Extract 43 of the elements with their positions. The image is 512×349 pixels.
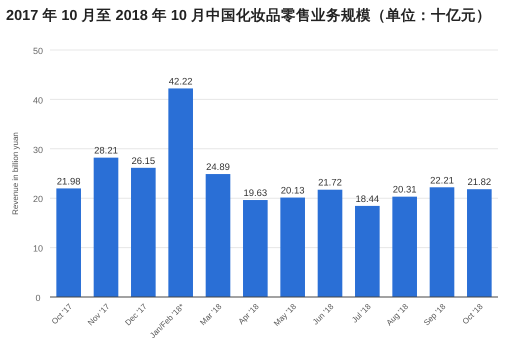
y-tick-label: 0 <box>35 293 41 303</box>
x-tick-label: Nov '17 <box>86 302 112 328</box>
x-tick-label: Apr '18 <box>236 302 262 326</box>
x-tick-label: Oct '17 <box>50 302 74 326</box>
bar <box>56 188 81 297</box>
data-label: 26.15 <box>131 156 156 167</box>
chart-title: 2017 年 10 月至 2018 年 10 月中国化妆品零售业务规模（单位：十亿元） <box>6 7 491 24</box>
data-label: 18.44 <box>355 194 380 205</box>
y-tick-label: 50 <box>32 46 44 56</box>
x-tick-label: Mar '18 <box>198 302 224 328</box>
x-tick-label: Jun '18 <box>310 302 336 326</box>
bar <box>318 190 342 297</box>
bar <box>168 88 193 297</box>
data-label: 20.31 <box>392 184 417 196</box>
bar <box>467 189 492 297</box>
bar <box>280 198 305 297</box>
x-tick-label: Oct '18 <box>460 302 486 326</box>
y-axis-title: Revenue in billion yuan <box>11 132 20 215</box>
data-label: 20.13 <box>280 186 305 197</box>
x-tick-label: Dec '17 <box>123 302 150 328</box>
x-tick-label: Sep '18 <box>422 302 448 328</box>
bar <box>131 168 156 297</box>
bar <box>206 174 230 297</box>
y-tick-label: 20 <box>32 194 44 204</box>
y-tick-label: 40 <box>32 95 44 106</box>
data-label: 21.72 <box>318 178 342 189</box>
data-label: 22.21 <box>430 175 454 186</box>
bar <box>355 206 380 297</box>
data-label: 28.21 <box>94 146 118 157</box>
bar <box>430 187 454 297</box>
bar <box>243 200 268 297</box>
y-tick-label: 10 <box>32 244 44 254</box>
bar <box>392 196 417 297</box>
data-label: 21.98 <box>56 176 81 188</box>
x-tick-label: Aug '18 <box>384 302 410 328</box>
data-label: 21.82 <box>467 177 492 188</box>
x-tick-label: May '18 <box>272 302 298 328</box>
data-label: 42.22 <box>168 76 193 88</box>
data-label: 19.63 <box>243 188 268 200</box>
x-tick-label: Jul '18 <box>350 302 374 325</box>
data-label: 24.89 <box>206 162 230 174</box>
y-tick-label: 30 <box>32 144 44 155</box>
bar <box>94 158 118 297</box>
